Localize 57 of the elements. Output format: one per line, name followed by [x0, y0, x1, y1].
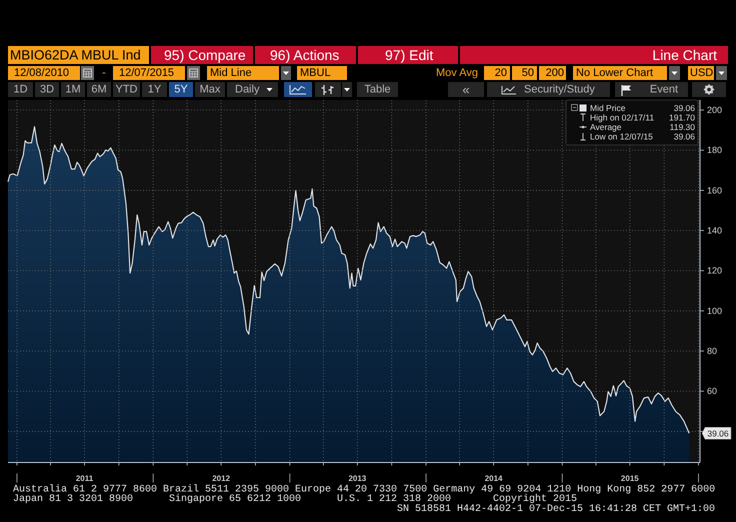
text: SN 518581 H442-4402-1 07-Dec-15 16:41:28 CET GMT+1:00 — [396, 504, 715, 515]
x-tick-label: 2015 — [620, 474, 640, 483]
button: 5Y — [169, 82, 193, 97]
annotation: Average — [590, 122, 622, 132]
x-tick-label: 2011 — [76, 474, 94, 483]
y-tick-label: 120 — [707, 266, 722, 276]
button: 1M — [61, 82, 85, 97]
number-field: 200 — [539, 66, 566, 80]
button: Table — [357, 82, 398, 97]
annotation: 119.30 — [670, 122, 696, 132]
button: 1D — [8, 82, 33, 97]
legend-label: Mid Price — [590, 103, 626, 113]
x-tick-label: 2014 — [484, 474, 504, 483]
x-tick-label: 2012 — [212, 474, 231, 483]
y-tick-label: 180 — [707, 145, 722, 156]
date-field: 12/07/2015 — [113, 66, 185, 80]
text: U.S. 1 212 318 2000 — [337, 494, 452, 505]
y-tick-label: 100 — [707, 306, 722, 316]
number-field: 20 — [484, 66, 510, 80]
annotation: 191.70 — [669, 112, 696, 122]
button: 6M — [87, 82, 111, 97]
button: Security/Study — [487, 82, 610, 97]
y-tick-label: 60 — [707, 386, 718, 396]
y-tick-label: 200 — [707, 105, 722, 116]
select-field: USD — [688, 66, 714, 80]
tab-button: 96) Actions — [255, 46, 356, 64]
text: - — [102, 67, 106, 79]
number-field: 50 — [512, 66, 537, 80]
button: 3D — [35, 82, 59, 97]
text: Japan 81 3 3201 8900 — [13, 494, 134, 505]
select-field: No Lower Chart — [573, 66, 667, 80]
y-tick-label: 80 — [707, 346, 718, 356]
button: YTD — [113, 82, 140, 97]
annotation: 39.06 — [707, 428, 729, 438]
text-field: MBUL — [297, 66, 347, 80]
button: Event — [615, 82, 688, 97]
text: Mov Avg — [436, 67, 478, 79]
annotation: 39.06 — [674, 103, 696, 113]
y-tick-label: 160 — [707, 185, 722, 196]
price-tag: 39.06 — [702, 427, 732, 440]
tab-button: 95) Compare — [151, 46, 253, 64]
tab-button: 97) Edit — [358, 46, 458, 64]
text: Singapore 65 6212 1000 — [169, 493, 302, 505]
select-field: Mid Line — [207, 66, 279, 80]
annotation: High on 02/17/11 — [590, 112, 654, 122]
y-tick-label: 140 — [707, 226, 722, 236]
button: « — [448, 82, 484, 97]
x-tick-label: 2013 — [348, 474, 367, 483]
text: Copyright 2015 — [493, 493, 578, 505]
annotation: 39.06 — [674, 132, 696, 142]
button: Daily — [227, 82, 278, 97]
button: 1Y — [142, 82, 167, 97]
button: Max — [195, 82, 225, 97]
annotation: Low on 12/07/15 — [590, 132, 654, 142]
tab-button: Line Chart — [460, 46, 728, 64]
ticker-field: MBIO62DA MBUL Ind — [8, 46, 149, 64]
date-field: 12/08/2010 — [8, 66, 80, 80]
